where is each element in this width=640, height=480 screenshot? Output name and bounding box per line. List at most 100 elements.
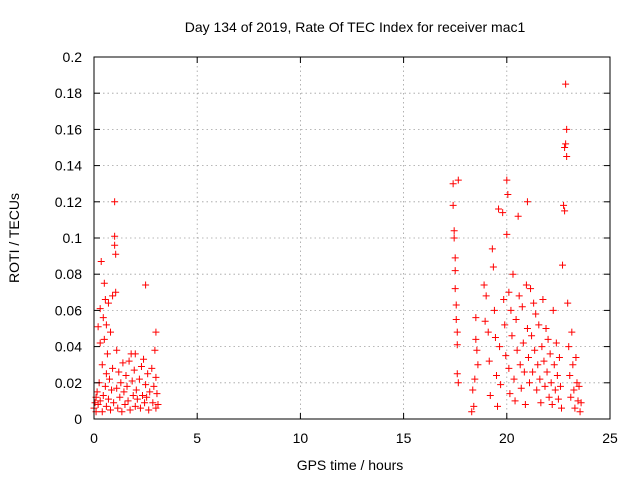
data-point-marker [99,314,107,322]
data-point-marker [489,263,497,271]
data-point-marker [534,361,542,369]
data-point-marker [569,361,577,369]
data-point-marker [563,125,571,133]
data-point-marker [565,343,573,351]
data-point-marker [484,328,492,336]
data-point-marker [109,364,117,372]
y-tick-label: 0.18 [55,85,82,101]
data-point-marker [494,402,502,410]
x-tick-label: 20 [499,430,515,446]
data-point-marker [128,377,136,385]
x-tick-label: 10 [293,430,309,446]
data-point-marker [470,402,478,410]
data-point-marker [518,303,526,311]
y-tick-label: 0 [74,411,82,427]
data-point-marker [107,406,115,414]
data-point-marker [141,399,149,407]
data-point-marker [563,153,571,161]
data-point-marker [502,352,510,360]
data-point-marker [508,332,516,340]
data-point-marker [469,386,477,394]
data-point-marker [102,321,110,329]
y-tick-label: 0.02 [55,375,82,391]
data-point-marker [113,346,121,354]
x-tick-label: 5 [193,430,201,446]
data-point-marker [142,381,150,389]
data-point-marker [453,370,461,378]
data-point-marker [542,325,550,332]
y-tick-label: 0.2 [63,49,83,65]
data-point-marker [131,350,139,358]
x-tick-label: 15 [396,430,412,446]
data-point-marker [108,386,116,394]
data-point-marker [153,390,161,398]
data-point-marker [524,353,532,361]
data-point-marker [140,355,148,363]
data-point-marker [474,361,482,369]
data-point-marker [492,372,500,380]
data-point-marker [133,395,141,403]
data-point-marker [552,339,560,347]
data-point-marker [571,404,579,412]
data-point-marker [564,299,572,307]
data-point-marker [503,176,511,184]
data-point-marker [577,399,585,407]
data-point-marker [555,353,563,361]
data-point-marker [152,373,160,381]
data-point-marker [546,350,554,358]
y-tick-label: 0.1 [63,230,83,246]
x-tick-label: 0 [90,430,98,446]
data-point-marker [536,375,544,383]
data-point-marker [559,261,567,269]
y-tick-label: 0.12 [55,194,82,210]
data-point-marker [453,341,461,349]
y-tick-label: 0.14 [55,158,82,174]
data-point-marker [471,375,479,383]
data-point-marker [114,404,122,412]
data-point-marker [560,201,568,209]
data-point-marker [96,305,104,313]
data-point-marker [556,382,564,390]
data-point-marker [523,325,531,332]
data-point-marker [107,328,115,336]
data-point-marker [486,391,494,399]
data-point-marker [500,296,508,304]
data-point-marker [505,288,513,296]
data-point-marker [105,375,113,383]
data-point-marker [125,357,133,365]
y-tick-label: 0.08 [55,266,82,282]
data-point-marker [104,395,112,403]
data-point-marker [149,399,157,407]
data-point-marker [96,397,104,405]
y-axis-label: ROTI / TECUs [6,193,22,283]
data-point-marker [93,388,101,396]
data-point-marker [570,386,578,394]
data-point-marker [451,267,459,275]
data-point-marker [131,402,139,410]
data-point-marker [539,296,547,304]
data-point-marker [119,359,127,367]
y-tick-label: 0.06 [55,302,82,318]
data-point-marker [454,176,462,184]
data-point-marker [154,401,162,409]
data-point-marker [120,388,128,396]
data-point-marker [547,379,555,387]
y-tick-label: 0.16 [55,121,82,137]
data-point-marker [449,201,457,209]
data-point-marker [123,382,131,390]
data-point-marker [103,350,111,358]
data-point-marker [490,306,498,314]
data-point-marker [528,332,536,340]
data-point-marker [550,361,558,369]
data-point-marker [499,209,507,217]
data-point-marker [139,391,147,399]
data-point-marker [94,323,102,331]
data-point-marker [97,258,105,266]
data-point-marker [562,80,570,88]
data-point-marker [91,399,99,407]
data-point-marker [522,281,530,289]
data-point-marker [102,402,110,410]
data-point-marker [507,306,515,314]
data-point-marker [531,346,539,354]
data-point-marker [527,285,535,293]
